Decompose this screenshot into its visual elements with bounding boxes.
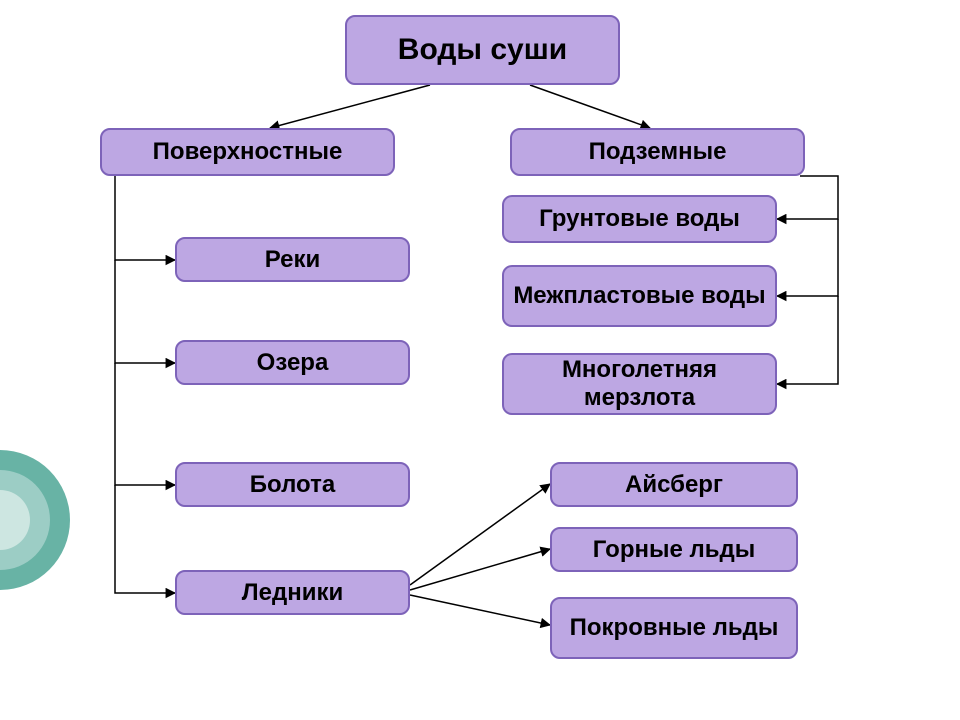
node-lakes: Озера (175, 340, 410, 385)
node-underground: Подземные (510, 128, 805, 176)
diagram-canvas: Воды суши Поверхностные Подземные Реки О… (0, 0, 960, 720)
node-mountain-ice: Горные льды (550, 527, 798, 572)
edges-layer (0, 0, 960, 720)
node-surface: Поверхностные (100, 128, 395, 176)
node-interstratal: Межпластовые воды (502, 265, 777, 327)
node-permafrost: Многолетняя мерзлота (502, 353, 777, 415)
node-glaciers: Ледники (175, 570, 410, 615)
node-rivers: Реки (175, 237, 410, 282)
node-swamps: Болота (175, 462, 410, 507)
node-root: Воды суши (345, 15, 620, 85)
node-iceberg: Айсберг (550, 462, 798, 507)
node-groundwater: Грунтовые воды (502, 195, 777, 243)
node-cover-ice: Покровные льды (550, 597, 798, 659)
